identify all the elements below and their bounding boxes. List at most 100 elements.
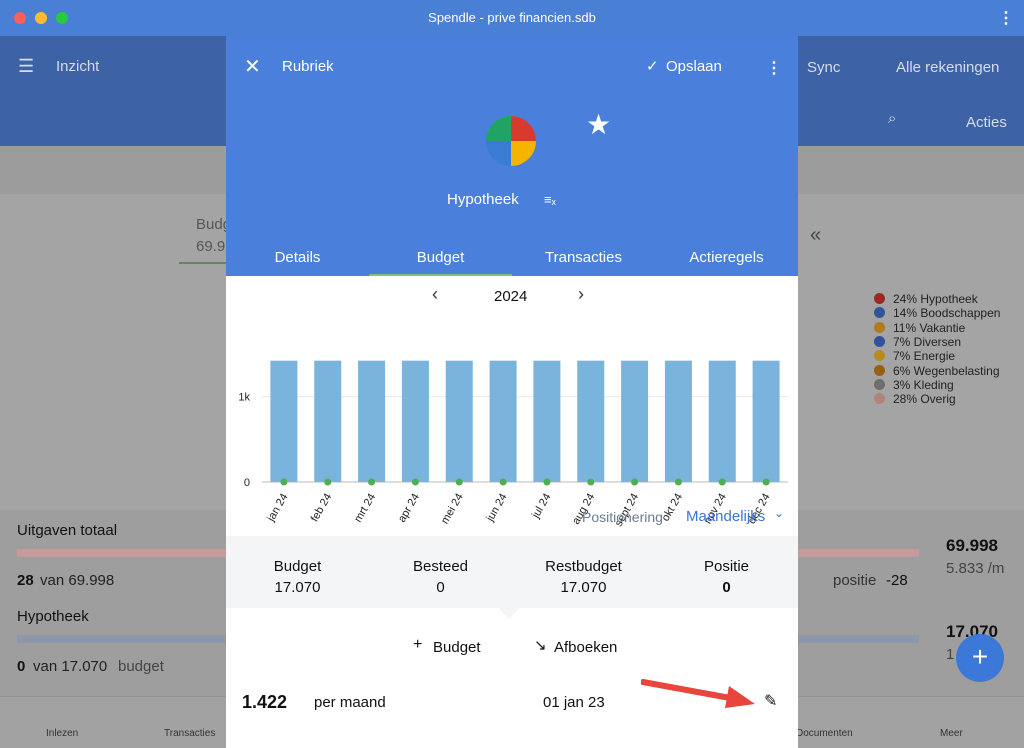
tab[interactable]: Budget	[416, 249, 465, 266]
row-name: Uitgaven totaal	[17, 522, 118, 539]
star[interactable]: ★	[586, 109, 612, 140]
save[interactable]: Opslaan	[666, 58, 722, 75]
dialog-title: Rubriek	[282, 58, 334, 75]
nav-item[interactable]: Transacties	[164, 728, 216, 739]
close-dot[interactable]	[14, 12, 26, 24]
nav-item[interactable]: Inlezen	[46, 728, 79, 739]
clear-icon[interactable]: ≡ₓ	[544, 192, 556, 207]
title-bar: Spendle - prive financien.sdb ⋮	[0, 0, 1024, 36]
next-year[interactable]: ›	[578, 284, 584, 304]
actions[interactable]: Acties	[966, 114, 1007, 131]
bar	[533, 360, 561, 482]
row-spent: 28	[17, 572, 34, 589]
arrow-head	[725, 686, 755, 708]
legend-item: 7% Energie	[893, 349, 956, 364]
bg-budget-value: 69.9	[196, 238, 226, 255]
close[interactable]: ✕	[244, 56, 261, 78]
bar	[621, 360, 649, 482]
summary-value: 0	[436, 579, 445, 596]
bg-budget-label: Budg	[196, 216, 232, 233]
save-check[interactable]: ✓	[646, 58, 659, 75]
legend-dot	[874, 364, 885, 376]
dialog-header: ✕ Rubriek ✓ Opslaan ⋮ ★ Hypotheek ≡ₓ Det…	[226, 36, 798, 276]
row-of: van 69.998	[40, 572, 115, 589]
summary-label: Besteed	[412, 558, 469, 575]
menu[interactable]: ⋮	[998, 10, 1014, 27]
tab[interactable]: Details	[274, 249, 321, 266]
add-budget[interactable]: Budget	[433, 639, 481, 656]
nav-item[interactable]: Documenten	[796, 728, 853, 739]
tab[interactable]: Transacties	[545, 249, 622, 266]
summary-label: Restbudget	[545, 558, 622, 575]
summary: Budget 17.070 Besteed 0 Restbudget 17.070 Posi…	[226, 536, 798, 608]
bar	[270, 360, 298, 482]
category-name: Hypotheek	[447, 191, 519, 208]
tab[interactable]: Actieregels	[689, 249, 764, 266]
dialog: ✕ Rubriek ✓ Opslaan ⋮ ★ Hypotheek ≡ₓ Det…	[226, 36, 798, 748]
nav-item[interactable]: Meer	[940, 728, 963, 739]
period[interactable]: Maandelijks	[686, 508, 766, 525]
period-caret[interactable]: ⌄	[774, 506, 785, 520]
spent-dot	[368, 478, 376, 486]
bar	[577, 360, 605, 482]
more[interactable]: ⋮	[766, 60, 782, 77]
min-dot[interactable]	[35, 12, 47, 24]
bar	[358, 360, 386, 482]
bar	[752, 360, 780, 482]
positioning[interactable]: Positionering	[582, 509, 663, 525]
spent-dot	[455, 478, 463, 486]
add-plus[interactable]: +	[413, 636, 423, 653]
entry-period: per maand	[314, 694, 386, 711]
bar	[401, 360, 429, 482]
x-tick-label: apr 24	[396, 492, 422, 525]
bar	[489, 360, 517, 482]
x-tick-label: feb 24	[309, 492, 335, 524]
collapse[interactable]: «	[810, 224, 822, 246]
legend-dot	[874, 378, 885, 390]
spent-dot	[587, 478, 595, 486]
legend-dot	[874, 307, 885, 319]
x-tick-label: mei 24	[439, 492, 466, 527]
x-tick-label: jan 24	[265, 492, 291, 525]
legend-item: 6% Wegenbelasting	[893, 363, 1000, 378]
row-suffix: budget	[118, 658, 164, 675]
sync[interactable]: Sync	[807, 59, 841, 76]
bg-underline	[179, 262, 226, 264]
row-monthly: 1	[946, 646, 955, 663]
summary-value: 0	[722, 579, 731, 596]
legend-dot	[874, 393, 885, 405]
spent-dot	[280, 478, 288, 486]
legend-item: 11% Vakantie	[893, 320, 966, 335]
legend-item: 3% Kleding	[893, 377, 954, 392]
row-spent: 0	[17, 658, 26, 675]
accounts[interactable]: Alle rekeningen	[896, 59, 1000, 76]
summary-label: Budget	[273, 558, 322, 575]
chart: 0 1k jan 24 feb 24 mrt 24 apr 24 mei 24 jun 24 j…	[238, 360, 788, 529]
write-off[interactable]: Afboeken	[554, 639, 618, 656]
legend-dot	[874, 350, 885, 362]
edit[interactable]: ✎	[764, 693, 778, 710]
hamburger[interactable]: ☰	[18, 56, 35, 76]
row-pos-label: positie	[833, 572, 877, 589]
spent-dot	[631, 478, 639, 486]
search[interactable]: ⌕	[888, 110, 897, 127]
spent-dot	[543, 478, 551, 486]
entry-date: 01 jan 23	[543, 694, 605, 711]
fab[interactable]: +	[956, 634, 1004, 682]
bar	[664, 360, 692, 482]
bg-title: Inzicht	[56, 58, 100, 75]
max-dot[interactable]	[56, 12, 68, 24]
spent-dot	[674, 478, 682, 486]
entry-amount: 1.422	[242, 692, 288, 712]
spent-dot	[762, 478, 770, 486]
window-title: Spendle - prive financien.sdb	[428, 10, 596, 25]
arrow-shaft	[641, 679, 744, 703]
write-off-arrow[interactable]: ↘	[534, 637, 547, 654]
row-of: van 17.070	[33, 658, 108, 675]
x-tick-label: jul 24	[529, 492, 553, 522]
tabs: Details Budget Transacties Actieregels	[226, 236, 798, 276]
row-pos: -28	[886, 572, 908, 589]
y-tick-label: 1k	[238, 392, 250, 404]
prev-year[interactable]: ‹	[432, 284, 438, 304]
spent-dot	[499, 478, 507, 486]
